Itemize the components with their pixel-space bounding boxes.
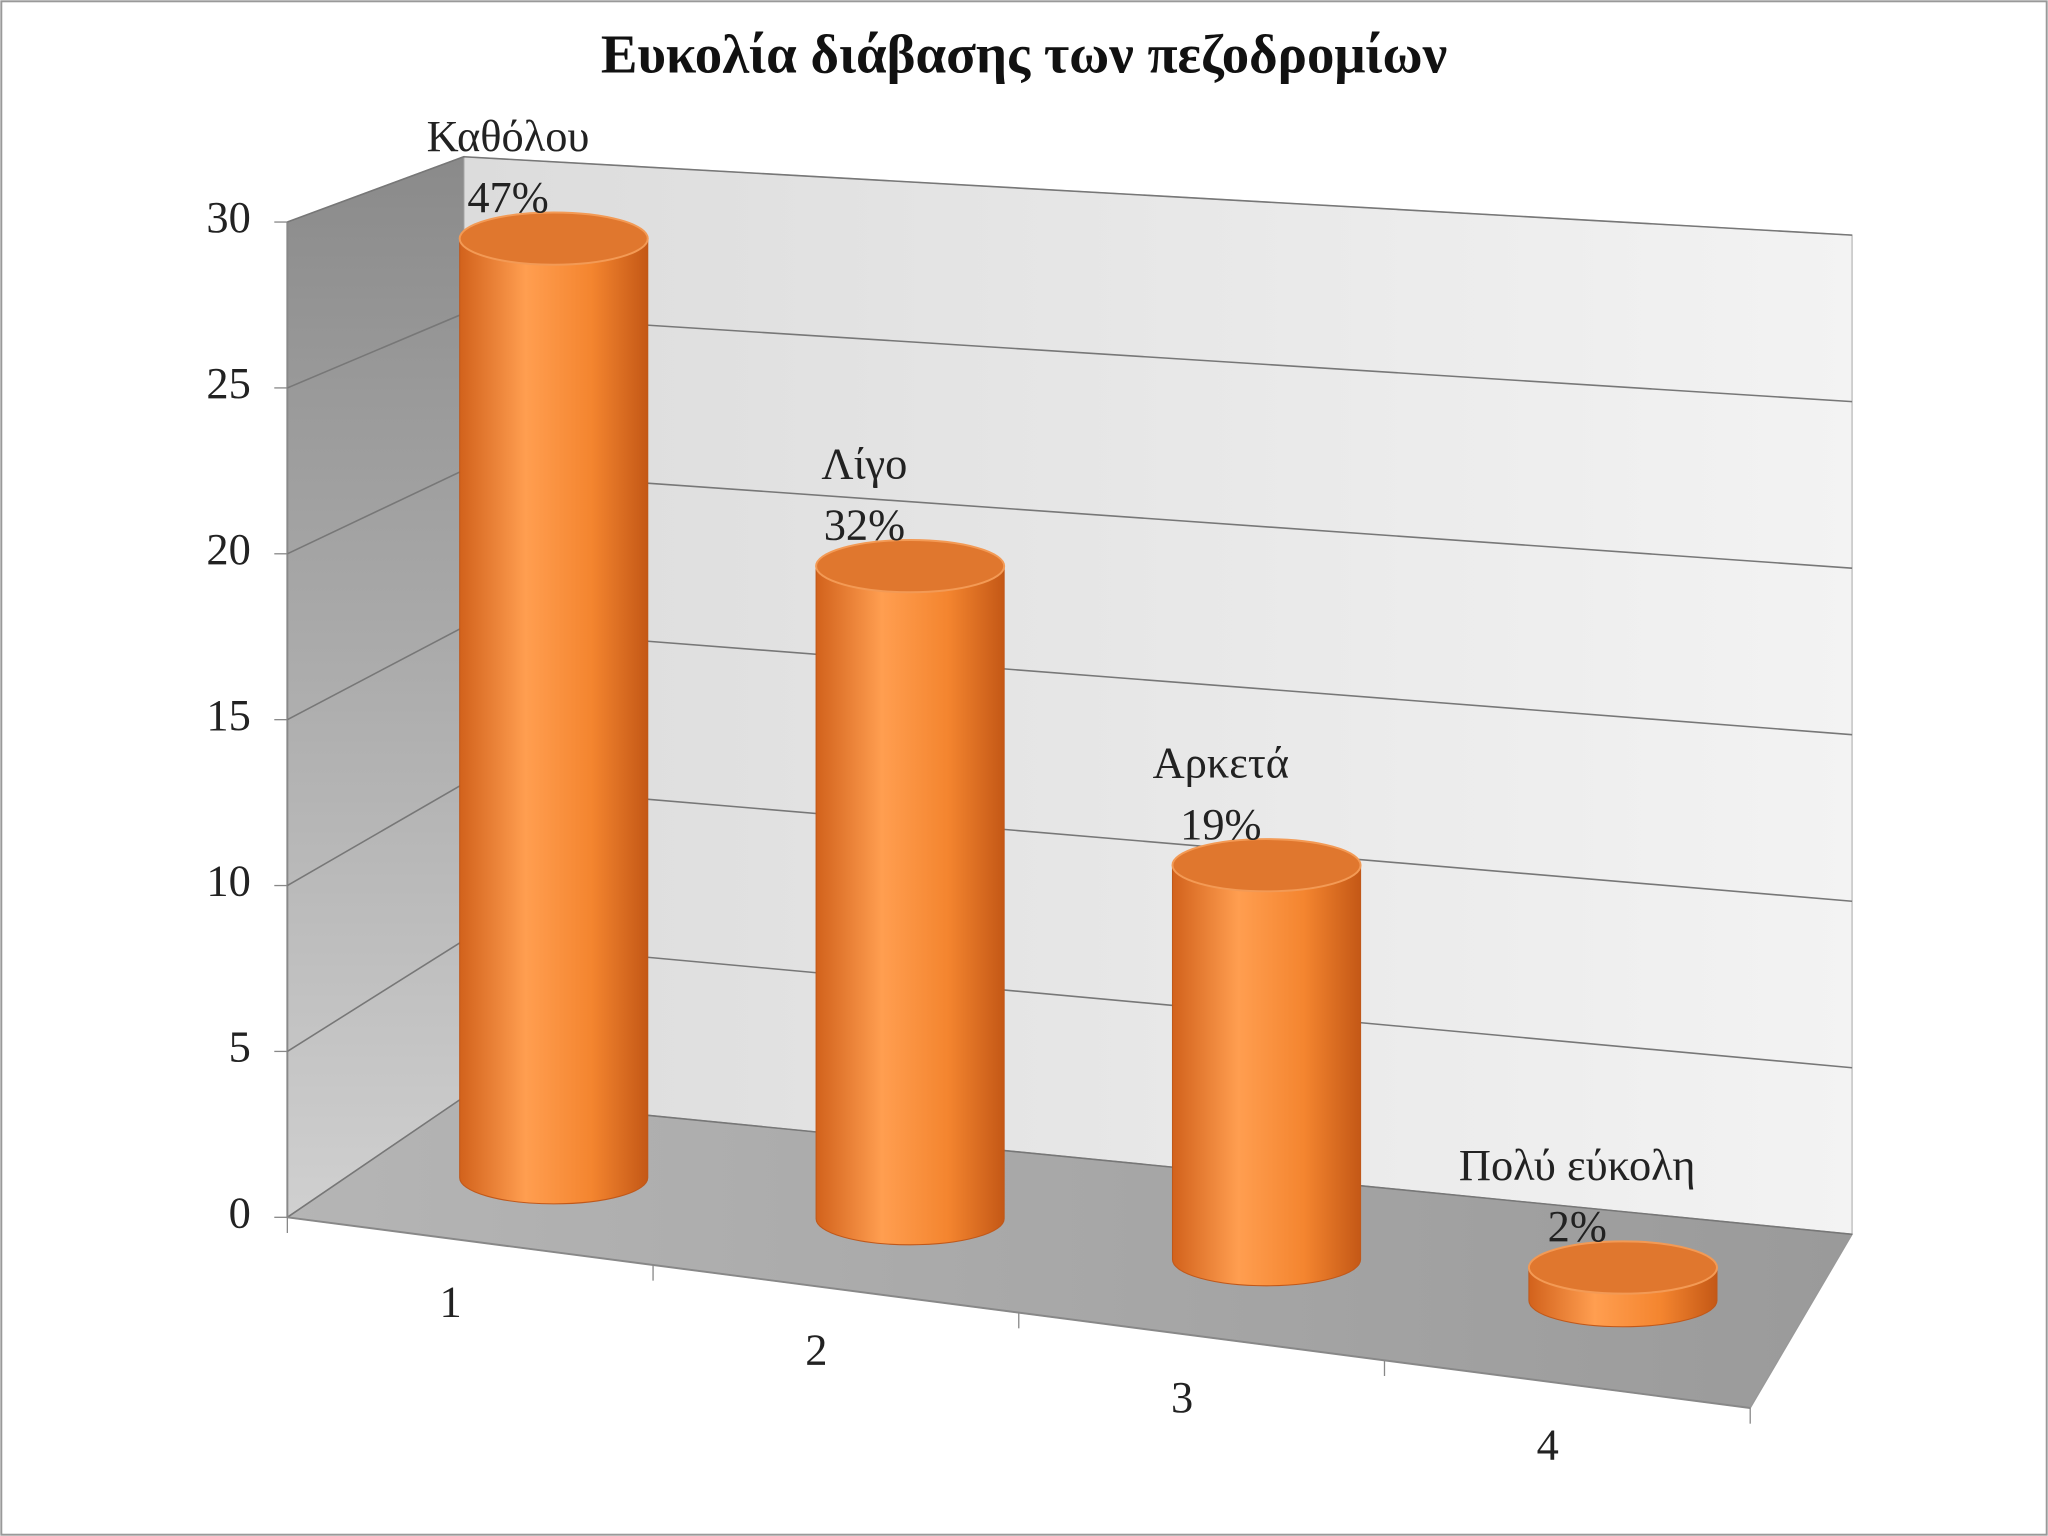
data-label-share: 32%: [824, 500, 905, 550]
y-tick-label: 25: [206, 358, 250, 408]
data-label-name: Αρκετά: [1153, 737, 1289, 787]
y-tick-label: 20: [206, 524, 250, 574]
walls: 0 5 10 15 20 25 30 1 2 3 4: [206, 155, 1854, 1470]
y-tick-label: 15: [206, 690, 250, 740]
data-label-share: 47%: [467, 172, 548, 222]
bar: [1171, 864, 1362, 1287]
x-tick-label: 3: [1171, 1372, 1193, 1422]
bar-top: [1171, 838, 1362, 893]
grid-line: [287, 155, 1853, 236]
x-tick-label: 2: [805, 1324, 827, 1374]
back-wall: [463, 156, 1853, 1236]
bar: [815, 565, 1005, 1246]
y-tick-label: 30: [206, 192, 250, 242]
data-label-share: 19%: [1180, 799, 1261, 849]
y-tick-label: 5: [229, 1022, 251, 1072]
y-tick-label: 0: [229, 1187, 251, 1237]
y-tick-label: 10: [206, 856, 250, 906]
bar-top: [458, 211, 649, 266]
bar-top: [1527, 1240, 1718, 1295]
bar-top: [815, 539, 1006, 594]
bar: [459, 238, 649, 1205]
data-label-name: Καθόλου: [427, 111, 590, 161]
x-tick-label: 1: [440, 1277, 462, 1327]
data-label-name: Λίγο: [821, 438, 907, 488]
chart-title: Ευκολία διάβασης των πεζοδρομίων: [601, 24, 1447, 85]
plot: Καθόλου 47% Λίγο 32% Αρκετά 19% Πολύ εύκολη 2%: [427, 111, 1718, 1328]
data-label-share: 2%: [1548, 1201, 1607, 1251]
x-tick-label: 4: [1537, 1420, 1559, 1470]
side-wall: [286, 155, 465, 1219]
data-label-name: Πολύ εύκολη: [1459, 1140, 1696, 1190]
